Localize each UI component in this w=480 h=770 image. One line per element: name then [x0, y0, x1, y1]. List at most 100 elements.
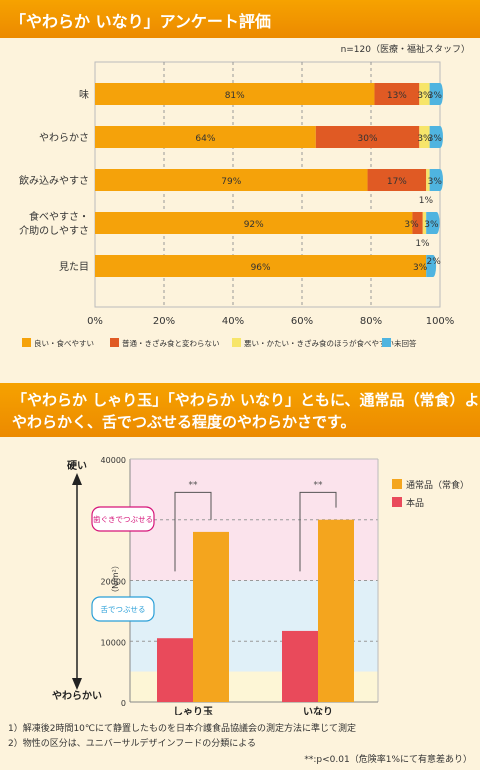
- bar-segment: [422, 212, 427, 234]
- legend-label: 本品: [406, 497, 424, 509]
- legend-label: 通常品（常食）: [406, 479, 469, 491]
- significance-bracket: [299, 491, 337, 572]
- bar-segment: [426, 169, 430, 191]
- footnote-1: 1）解凍後2時間10℃にて静置したものを日本介護食品協議会の測定方法に準じて測定: [8, 724, 357, 734]
- hardness-bar: [193, 531, 229, 702]
- bar-end-cap: [437, 169, 443, 191]
- y-tick-label: 40000: [101, 456, 126, 465]
- data-label: 3%: [428, 134, 443, 144]
- bar-end-cap: [437, 83, 443, 105]
- significance-mark: **: [189, 480, 199, 490]
- hardness-bar: [282, 630, 318, 702]
- section2-title-line1: 「やわらか しゃり玉」「やわらか いなり」ともに、通常品（常食）より: [12, 391, 480, 409]
- legend-swatch: [110, 338, 119, 347]
- bar-segment: [412, 212, 423, 234]
- category-label: 介助のしやすさ: [19, 224, 89, 237]
- bar-segment: [95, 83, 375, 105]
- category-label: 味: [79, 89, 89, 101]
- y-tick-label: 10000: [101, 638, 126, 647]
- legend-label: 普通・きざみ食と変わらない: [122, 338, 220, 348]
- y-tick-label: 0: [121, 699, 126, 708]
- section1-header: 「やわらか いなり」アンケート評価: [0, 0, 480, 38]
- data-label: 3%: [404, 220, 419, 230]
- category-label: 飲み込みやすさ: [19, 174, 89, 187]
- section1-title: 「やわらか いなり」アンケート評価: [10, 12, 271, 31]
- bar-segment: [374, 83, 420, 105]
- zone-label: 歯ぐきでつぶせる: [93, 514, 153, 524]
- legend-swatch: [22, 338, 31, 347]
- bar-segment: [95, 169, 368, 191]
- footnote-2: 2）物性の区分は、ユニバーサルデザインフードの分類による: [8, 739, 257, 749]
- y-tick-label: 20000: [101, 578, 126, 587]
- significance-bracket: [174, 491, 212, 572]
- data-label: 92%: [244, 220, 264, 230]
- legend-swatch: [392, 479, 402, 489]
- data-label: 13%: [387, 91, 407, 101]
- bar-end-cap: [437, 126, 443, 148]
- survey-chart: n=120（医療・福祉スタッフ） 味 81% 13% 3%3%やわらかさ 64% 30% 3…: [19, 43, 470, 348]
- arrow-down-icon: [72, 678, 82, 690]
- bar-segment: [429, 83, 440, 105]
- significance-note: **:p<0.01（危険率1%にて有意差あり）: [304, 755, 472, 765]
- x-tick-label: 100%: [426, 316, 455, 327]
- x-tick-label: 40%: [222, 316, 244, 327]
- data-label: 3%: [417, 134, 432, 144]
- data-label: 3%: [424, 220, 439, 230]
- hardness-bar: [318, 519, 354, 702]
- data-label: 2%: [427, 257, 442, 267]
- axis-bottom-label: やわらかい: [52, 690, 102, 702]
- x-category-label: いなり: [303, 706, 333, 715]
- significance-mark: **: [314, 480, 324, 490]
- bar-segment: [419, 83, 430, 105]
- x-tick-label: 0%: [87, 316, 103, 327]
- data-label: 3%: [417, 91, 432, 101]
- data-label: 30%: [358, 134, 378, 144]
- x-tick-label: 80%: [360, 316, 382, 327]
- bar-segment: [429, 169, 440, 191]
- y-axis-label: 硬さ（N/m²）: [111, 561, 120, 613]
- bar-segment: [95, 212, 413, 234]
- bar-segment: [426, 255, 434, 277]
- x-tick-label: 20%: [153, 316, 175, 327]
- section2-header: 「やわらか しゃり玉」「やわらか いなり」ともに、通常品（常食）より やわらかく…: [0, 383, 480, 437]
- legend-swatch: [382, 338, 391, 347]
- data-label: 79%: [221, 177, 241, 187]
- x-tick-label: 60%: [291, 316, 313, 327]
- bar-end-cap: [433, 212, 440, 234]
- data-label: 96%: [251, 263, 271, 273]
- legend-swatch: [232, 338, 241, 347]
- sample-size-note: n=120（医療・福祉スタッフ）: [341, 43, 470, 55]
- data-label: 1%: [415, 239, 430, 249]
- zone-label-box: [91, 596, 155, 622]
- data-label: 64%: [195, 134, 215, 144]
- axis-top-label: 硬い: [67, 460, 87, 472]
- category-label: 見た目: [59, 261, 89, 273]
- bar-segment: [95, 255, 427, 277]
- legend-label: 悪い・かたい・きざみ食のほうが食べやすい: [244, 338, 394, 348]
- hardness-bar: [157, 638, 193, 702]
- data-label: 1%: [419, 196, 434, 206]
- bar-end-cap: [430, 255, 437, 277]
- bar-segment: [426, 212, 437, 234]
- data-label: 3%: [428, 177, 443, 187]
- bar-segment: [419, 126, 430, 148]
- section2-title-line2: やわらかく、舌でつぶせる程度のやわらかさです。: [12, 413, 356, 431]
- data-label: 3%: [428, 91, 443, 101]
- bar-segment: [95, 126, 316, 148]
- legend-swatch: [392, 497, 402, 507]
- zone-label-box: [91, 506, 155, 532]
- bar-segment: [367, 169, 427, 191]
- bar-segment: [429, 126, 440, 148]
- data-label: 17%: [387, 177, 407, 187]
- legend-label: 良い・食べやすい: [34, 338, 94, 348]
- category-label: やわらかさ: [39, 132, 89, 144]
- data-label: 3%: [413, 263, 428, 273]
- arrow-up-icon: [72, 473, 82, 485]
- data-label: 81%: [225, 91, 245, 101]
- bar-segment: [315, 126, 420, 148]
- x-category-label: しゃり玉: [173, 706, 213, 715]
- category-label: 食べやすさ・: [29, 210, 89, 223]
- legend-label: 未回答: [394, 338, 417, 348]
- zone-label: 舌でつぶせる: [101, 604, 146, 614]
